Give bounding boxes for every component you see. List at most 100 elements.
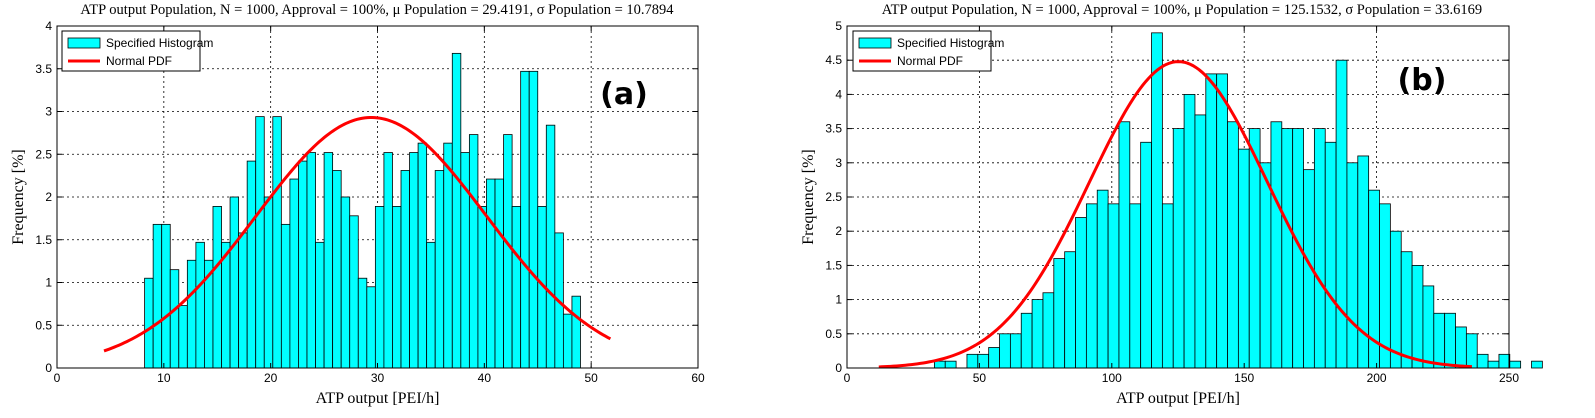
- chart-0-bar-35: [443, 142, 453, 369]
- chart-0-bar-2: [161, 223, 171, 369]
- chart-0-bar-13: [255, 116, 265, 369]
- chart-1-bar-13: [1075, 217, 1087, 369]
- chart-1-bar-8: [1020, 312, 1033, 369]
- chart-1-bar-6: [999, 333, 1011, 369]
- chart-1-ytick-label-3: 1.5: [825, 258, 842, 272]
- chart-1-bar-9: [1031, 299, 1044, 369]
- chart-1-bar-47: [1444, 312, 1456, 369]
- chart-1-ytick-label-8: 4: [835, 87, 842, 101]
- chart-1-legend-swatch-histogram: [858, 37, 892, 49]
- chart-1-panel-label: (b): [1398, 63, 1447, 98]
- chart-1-xlabel: ATP output [PEI/h]: [1116, 390, 1240, 407]
- chart-1-bar-5: [988, 347, 1000, 369]
- chart-1-bar-24: [1194, 114, 1207, 369]
- chart-0-bar-27: [374, 206, 385, 369]
- chart-0-bar-21: [323, 152, 334, 369]
- chart-0-bar-24: [349, 215, 359, 369]
- chart-1-bar-7: [1009, 333, 1022, 369]
- chart-1-bar-49: [1465, 333, 1478, 369]
- chart-1-bar-27: [1227, 121, 1239, 369]
- chart-1-ytick-label-9: 4.5: [825, 53, 842, 67]
- chart-1-ytick-label-5: 2.5: [825, 190, 842, 204]
- chart-1-bar-43: [1400, 251, 1413, 369]
- chart-0-bar-28: [383, 152, 393, 369]
- chart-0-legend-swatch-histogram: [67, 37, 101, 49]
- chart-1-bar-14: [1085, 203, 1098, 369]
- chart-0-panel-label: (a): [600, 77, 648, 112]
- chart-1-legend-label-histogram: Specified Histogram: [897, 36, 1004, 50]
- chart-1-bar-51: [1487, 360, 1500, 369]
- chart-0-bar-8: [212, 206, 222, 369]
- chart-0-bar-29: [392, 206, 402, 369]
- chart-0-bar-50: [571, 295, 581, 369]
- chart-1-legend-label-pdf: Normal PDF: [897, 54, 963, 68]
- chart-0-bar-22: [332, 170, 342, 369]
- chart-0-ytick-label-8: 4: [45, 19, 52, 33]
- chart-1-bar-3: [966, 353, 979, 369]
- chart-1-bar-50: [1476, 353, 1489, 369]
- chart-0-bar-30: [400, 170, 410, 369]
- chart-0-bar-4: [178, 305, 188, 369]
- chart-1-bar-44: [1411, 264, 1424, 369]
- chart-0-xtick-label-5: 50: [584, 371, 598, 385]
- chart-0-bar-34: [434, 170, 445, 369]
- chart-1-bar-16: [1107, 203, 1120, 369]
- chart-1-xtick-label-0: 0: [844, 371, 851, 385]
- chart-1-bar-15: [1096, 189, 1109, 369]
- chart-1-bar-26: [1216, 73, 1228, 369]
- chart-0-bar-39: [477, 206, 487, 369]
- chart-1-title: ATP output Population, N = 1000, Approva…: [882, 2, 1482, 18]
- chart-1-ytick-label-10: 5: [835, 19, 842, 33]
- chart-1-ytick-label-4: 2: [835, 224, 842, 238]
- chart-1-bar-52: [1498, 353, 1511, 369]
- chart-0-ytick-label-6: 3: [45, 105, 52, 119]
- chart-0-bar-41: [494, 178, 504, 369]
- chart-0-bar-42: [503, 134, 513, 369]
- chart-1-bar-12: [1064, 251, 1076, 369]
- chart-1-bar-11: [1053, 258, 1066, 369]
- chart-0-bar-12: [246, 160, 257, 369]
- chart-1-bar-38: [1346, 162, 1359, 369]
- chart-1-xtick-label-2: 100: [1102, 371, 1122, 385]
- chart-1-bar-45: [1422, 285, 1435, 369]
- chart-1-bar-10: [1042, 292, 1055, 369]
- chart-1-bar-31: [1270, 121, 1283, 369]
- chart-1-bar-18: [1129, 203, 1142, 369]
- chart-0-bar-9: [221, 241, 231, 369]
- chart-1-ytick-label-2: 1: [835, 293, 842, 307]
- chart-1: ATP output Population, N = 1000, Approva…: [800, 2, 1543, 407]
- chart-0-bar-23: [340, 196, 351, 369]
- chart-0-bar-3: [169, 269, 180, 369]
- chart-1-bar-37: [1335, 59, 1348, 369]
- chart-0-bar-40: [486, 178, 496, 369]
- chart-0-xlabel: ATP output [PEI/h]: [316, 390, 440, 407]
- chart-0-legend: Specified Histogram Normal PDF: [61, 30, 213, 72]
- chart-1-bar-1: [944, 360, 957, 369]
- chart-0-bar-25: [357, 277, 368, 369]
- chart-0-bar-31: [409, 152, 419, 369]
- chart-1-bar-19: [1140, 141, 1152, 369]
- chart-0-title: ATP output Population, N = 1000, Approva…: [80, 2, 674, 18]
- chart-1-bar-35: [1313, 128, 1326, 369]
- chart-0-bar-18: [298, 160, 308, 369]
- chart-0-bar-20: [315, 241, 325, 369]
- chart-0-bar-49: [562, 313, 573, 369]
- chart-1-bar-36: [1324, 141, 1337, 369]
- chart-1-bar-46: [1433, 312, 1446, 369]
- chart-1-xtick-label-4: 200: [1367, 371, 1387, 385]
- chart-1-ytick-label-7: 3.5: [825, 122, 842, 136]
- chart-0-bar-6: [195, 241, 205, 369]
- chart-1-bar-48: [1455, 326, 1467, 369]
- chart-1-ylabel: Frequency [%]: [800, 149, 817, 245]
- chart-0-ytick-label-0: 0: [45, 361, 52, 375]
- chart-0: ATP output Population, N = 1000, Approva…: [10, 2, 705, 407]
- chart-1-xtick-label-3: 150: [1234, 371, 1254, 385]
- chart-1-bar-30: [1259, 162, 1272, 369]
- chart-0-bar-43: [511, 206, 522, 369]
- chart-0-xtick-label-1: 10: [157, 371, 171, 385]
- chart-0-xtick-label-6: 60: [691, 371, 705, 385]
- chart-0-bar-19: [306, 152, 316, 369]
- chart-1-xtick-label-1: 50: [973, 371, 987, 385]
- chart-0-xtick-label-2: 20: [264, 371, 278, 385]
